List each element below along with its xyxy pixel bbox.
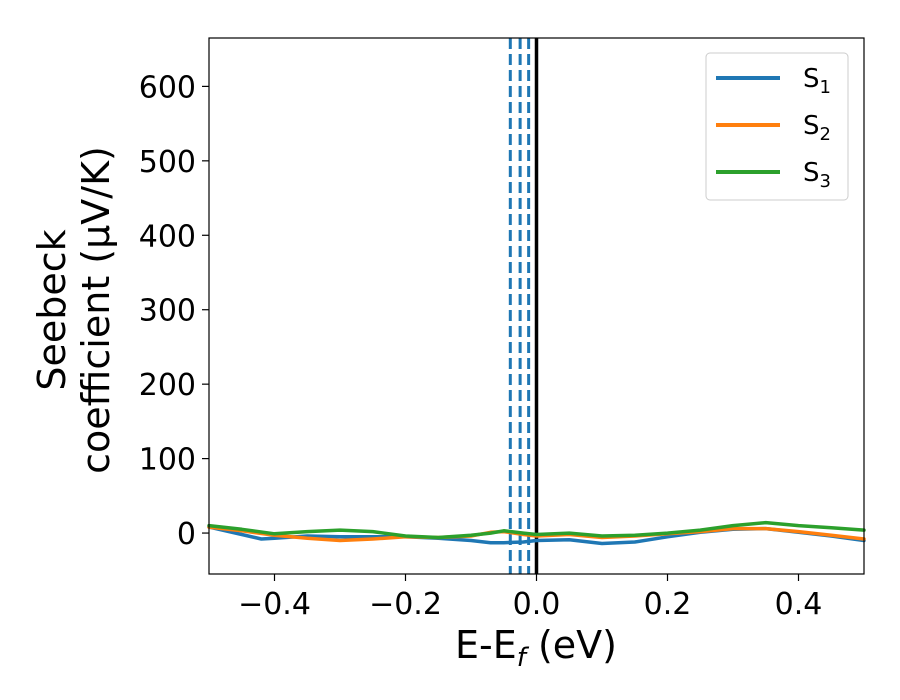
legend-label-s1: S1 xyxy=(803,64,831,98)
y-tick-label: 500 xyxy=(139,145,196,180)
series-line-s3 xyxy=(207,520,866,540)
series-lines xyxy=(207,520,866,546)
x-axis-title-base: E-E xyxy=(455,623,517,667)
legend: S1 S2 S3 xyxy=(705,52,849,201)
x-axis-title: E-Ef (eV) xyxy=(455,623,617,673)
legend-label-s2: S2 xyxy=(803,111,831,145)
y-axis-title-line1: Seebeck xyxy=(30,229,74,390)
x-tick-label: 0.2 xyxy=(644,587,692,622)
y-tick-label: 200 xyxy=(139,368,196,403)
x-tick-label: −0.4 xyxy=(238,587,311,622)
y-tick-label: 600 xyxy=(139,70,196,105)
legend-label-s3: S3 xyxy=(803,158,831,192)
x-tick-label: 0.0 xyxy=(513,587,561,622)
y-tick-label: 400 xyxy=(139,219,196,254)
y-axis-title: Seebeckcoefficient (μV/K) xyxy=(30,146,118,474)
reference-lines xyxy=(508,38,539,574)
y-tick-label: 0 xyxy=(177,517,196,552)
x-tick-label: −0.2 xyxy=(369,587,442,622)
y-tick-label: 100 xyxy=(139,443,196,478)
x-axis-title-tail: (eV) xyxy=(526,623,617,667)
x-tick-label: 0.4 xyxy=(775,587,823,622)
y-axis-ticks: 0 100 200 300 400 500 600 xyxy=(139,70,209,552)
y-axis-title-line2: coefficient (μV/K) xyxy=(74,146,118,474)
y-tick-label: 300 xyxy=(139,294,196,329)
x-axis-ticks: −0.4 −0.2 0.0 0.2 0.4 xyxy=(238,574,822,622)
